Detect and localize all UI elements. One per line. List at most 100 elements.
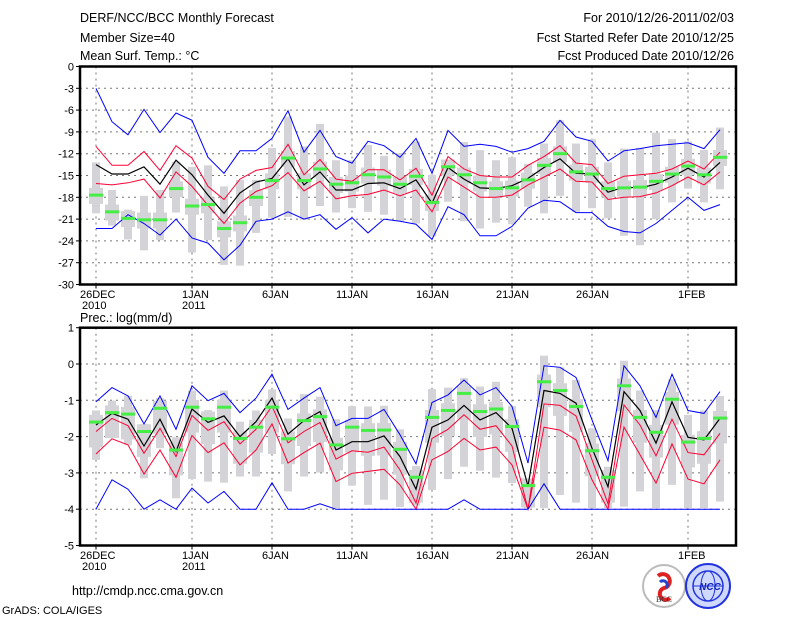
footer-url[interactable]: http://cmdp.ncc.cma.gov.cn — [72, 584, 223, 598]
y-tick-label: -18 — [58, 192, 74, 204]
x-tick-sublabel: 2011 — [182, 561, 206, 573]
x-tick-label: 1FEB — [678, 550, 706, 562]
median-marker — [217, 405, 231, 409]
ncc-logo-text: NCC — [699, 582, 721, 593]
median-marker — [121, 216, 135, 220]
median-marker — [89, 420, 103, 424]
median-marker — [361, 428, 375, 432]
whisker-bar — [204, 410, 212, 482]
median-marker — [281, 156, 295, 160]
whisker-bar — [460, 378, 468, 467]
median-marker — [697, 436, 711, 440]
box-bar — [105, 405, 119, 439]
median-marker — [569, 170, 583, 174]
x-tick-label: 1JAN — [182, 289, 209, 301]
box-bar — [329, 437, 343, 471]
member-size: Member Size=40 — [80, 31, 175, 45]
x-tick-sublabel: 2011 — [182, 300, 206, 312]
median-marker — [169, 448, 183, 452]
median-marker — [393, 447, 407, 451]
median-marker — [585, 172, 599, 176]
median-marker — [521, 484, 535, 488]
median-marker — [553, 388, 567, 392]
whisker-bar — [620, 360, 628, 507]
y-tick-label: -24 — [58, 236, 74, 248]
series-line-max — [95, 364, 721, 466]
median-marker — [377, 175, 391, 179]
y-tick-label: 0 — [68, 359, 74, 371]
median-marker — [521, 178, 535, 182]
x-tick-label: 26DEC — [80, 289, 116, 301]
x-tick-label: 21JAN — [496, 550, 529, 562]
x-tick-label: 16JAN — [416, 289, 449, 301]
median-marker — [393, 182, 407, 186]
median-marker — [665, 172, 679, 176]
median-marker — [649, 179, 663, 183]
top-panel-variable: Mean Surf. Temp.: °C — [80, 49, 199, 63]
x-tick-label: 6JAN — [262, 550, 289, 562]
series-line-max — [95, 88, 721, 175]
median-marker — [329, 182, 343, 186]
x-tick-label: 26JAN — [576, 550, 609, 562]
median-marker — [137, 218, 151, 222]
box-bar — [681, 434, 695, 468]
whisker-bar — [652, 410, 660, 509]
median-marker — [553, 152, 567, 156]
box-bar — [137, 424, 151, 457]
median-marker — [201, 203, 215, 207]
median-marker — [457, 391, 471, 395]
y-tick-label: -12 — [58, 149, 74, 161]
median-marker — [153, 406, 167, 410]
box-bar — [553, 383, 567, 416]
median-marker — [153, 218, 167, 222]
y-tick-label: -3 — [64, 83, 74, 95]
whisker-bar — [572, 379, 580, 503]
median-marker — [473, 181, 487, 185]
median-marker — [601, 475, 615, 479]
series-line-lower — [95, 422, 721, 512]
x-tick-label: 26JAN — [576, 289, 609, 301]
x-tick-label: 16JAN — [416, 550, 449, 562]
median-marker — [201, 417, 215, 421]
ncc-logo: NCC — [685, 563, 731, 609]
median-marker — [537, 380, 551, 384]
y-tick-label: -15 — [58, 171, 74, 183]
median-marker — [313, 167, 327, 171]
y-tick-label: -30 — [58, 280, 74, 292]
median-marker — [617, 186, 631, 190]
median-marker — [329, 443, 343, 447]
x-tick-label: 11JAN — [336, 550, 368, 562]
median-marker — [713, 416, 727, 420]
y-tick-label: -4 — [64, 504, 74, 516]
series-line-lower — [95, 168, 721, 225]
whisker-bar — [540, 355, 548, 509]
x-tick-label: 6JAN — [262, 289, 289, 301]
series-line-min — [96, 196, 721, 261]
median-marker — [233, 436, 247, 440]
y-tick-label: -21 — [58, 214, 74, 226]
median-marker — [345, 425, 359, 429]
median-marker — [617, 384, 631, 388]
median-marker — [457, 173, 471, 177]
box-bar — [409, 469, 423, 503]
median-marker — [409, 174, 423, 178]
box-bar — [633, 410, 647, 443]
median-marker — [489, 407, 503, 411]
median-marker — [681, 164, 695, 168]
series-line-upper — [95, 143, 721, 201]
y-tick-label: 1 — [68, 323, 74, 335]
median-marker — [713, 155, 727, 159]
median-marker — [185, 405, 199, 409]
whisker-bar — [716, 395, 724, 502]
median-marker — [265, 179, 279, 183]
median-marker — [697, 173, 711, 177]
y-tick-label: -2 — [64, 432, 74, 444]
median-marker — [601, 187, 615, 191]
bcc-logo-text: BCC — [656, 595, 672, 604]
series-line-mean — [95, 157, 721, 215]
box-bar — [345, 419, 359, 453]
median-marker — [489, 187, 503, 191]
